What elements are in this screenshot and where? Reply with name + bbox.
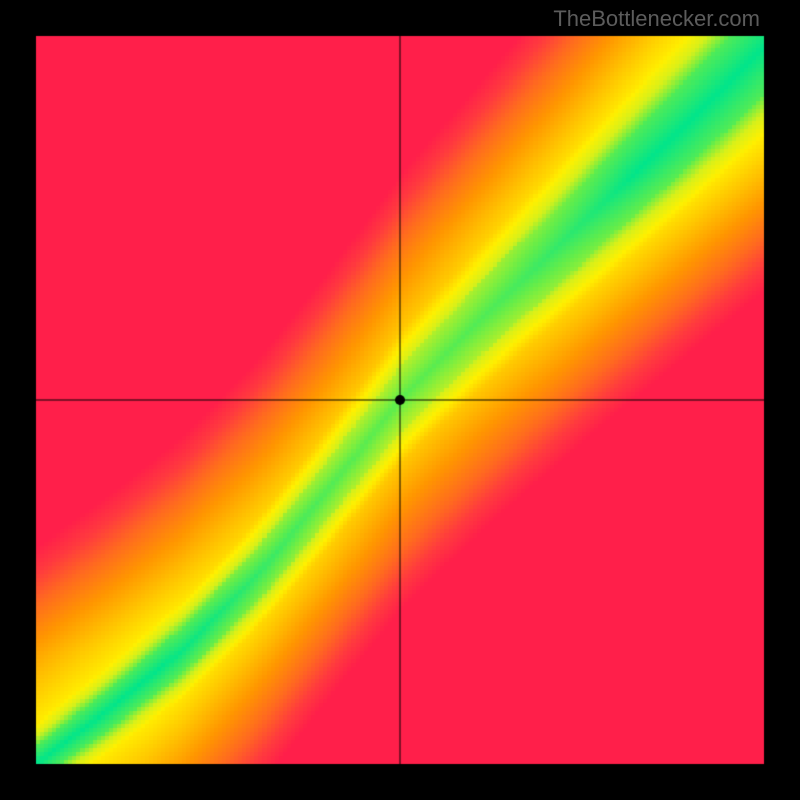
chart-container: TheBottlenecker.com: [0, 0, 800, 800]
bottleneck-heatmap: [0, 0, 800, 800]
watermark-text: TheBottlenecker.com: [553, 6, 760, 32]
